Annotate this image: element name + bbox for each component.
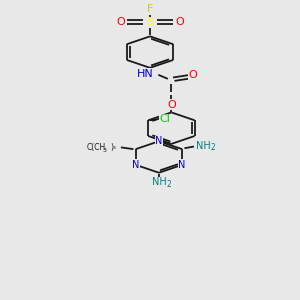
Text: O: O	[116, 17, 125, 27]
Text: 2: 2	[211, 143, 216, 152]
Text: ₃: ₃	[113, 144, 116, 150]
Text: 2: 2	[167, 180, 172, 189]
Text: N: N	[155, 136, 163, 146]
Text: C(CH: C(CH	[87, 143, 106, 152]
Text: ): )	[110, 143, 113, 152]
Text: O: O	[167, 100, 176, 110]
Text: Cl: Cl	[159, 114, 170, 124]
Text: 3: 3	[102, 148, 106, 152]
Text: N: N	[178, 160, 186, 170]
Text: NH: NH	[196, 141, 210, 151]
Text: HN: HN	[137, 69, 154, 79]
Text: S: S	[146, 17, 154, 27]
Text: NH: NH	[152, 177, 166, 187]
Text: O: O	[189, 70, 197, 80]
Text: N: N	[132, 160, 140, 170]
Text: O: O	[175, 17, 184, 27]
Text: F: F	[147, 4, 153, 14]
